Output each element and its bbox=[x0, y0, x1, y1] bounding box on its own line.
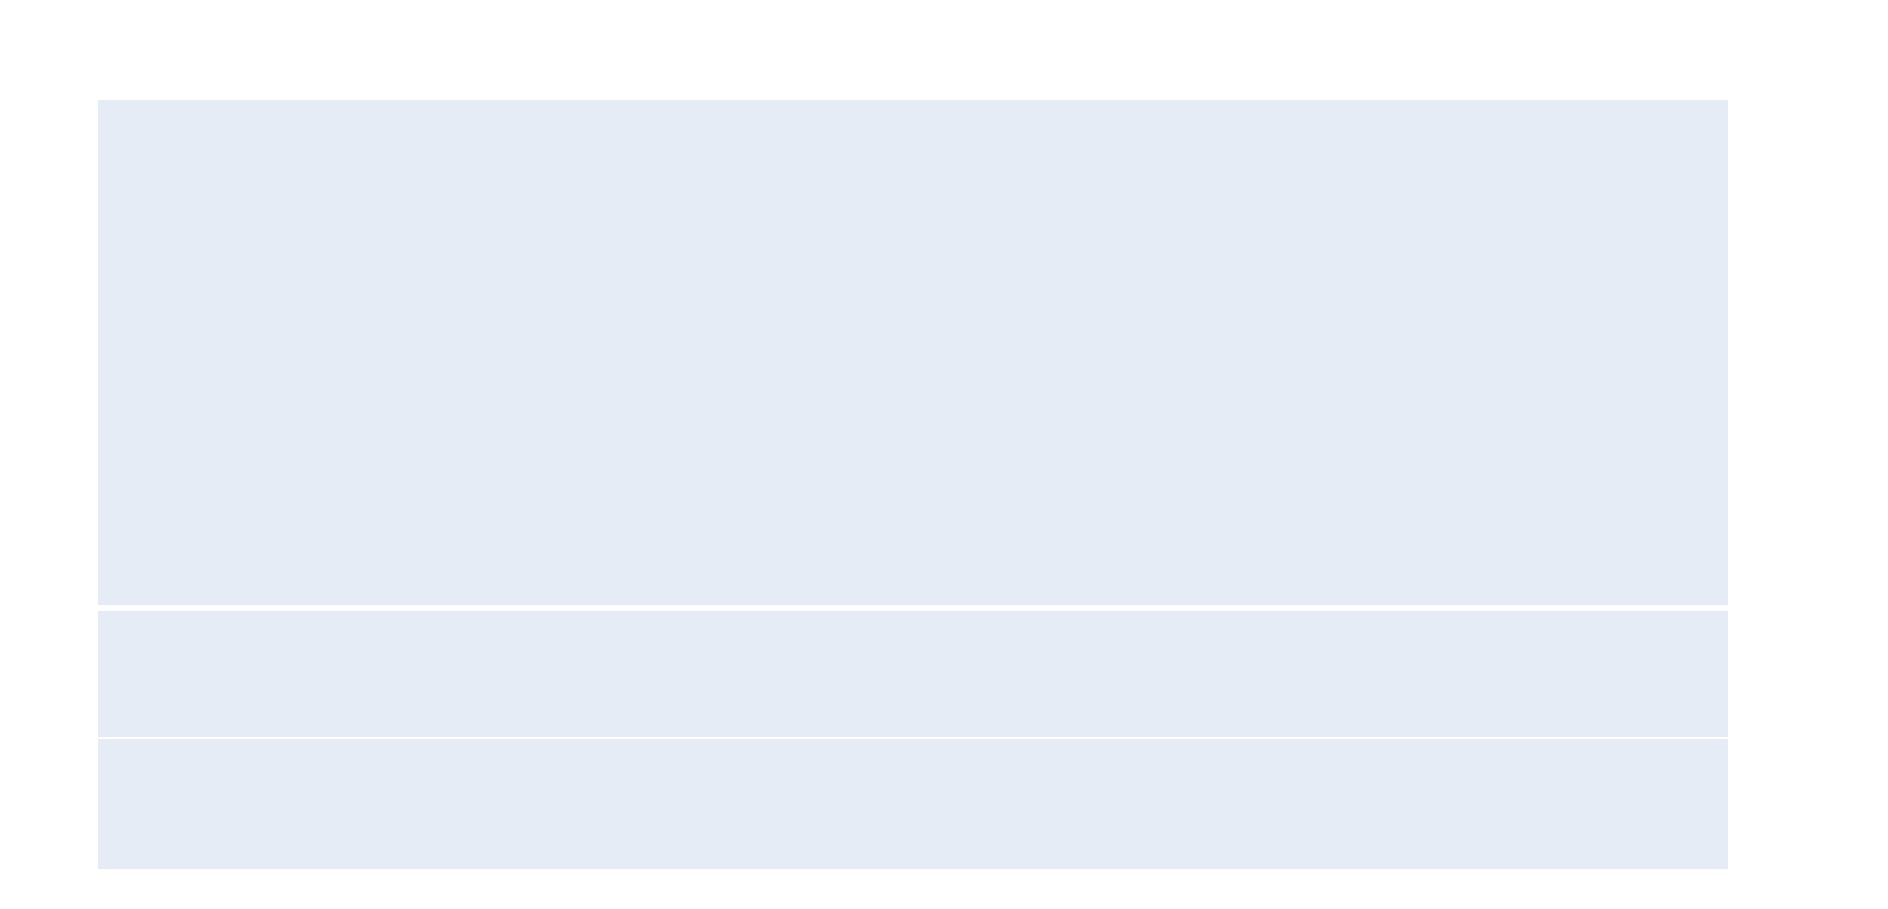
price-subplot[interactable] bbox=[98, 100, 1728, 605]
other-plot-area bbox=[98, 739, 1728, 869]
volume-subplot[interactable] bbox=[98, 611, 1728, 737]
price-plot-area bbox=[98, 100, 1728, 605]
volume-plot-area bbox=[98, 611, 1728, 737]
other-subplot[interactable] bbox=[98, 739, 1728, 869]
